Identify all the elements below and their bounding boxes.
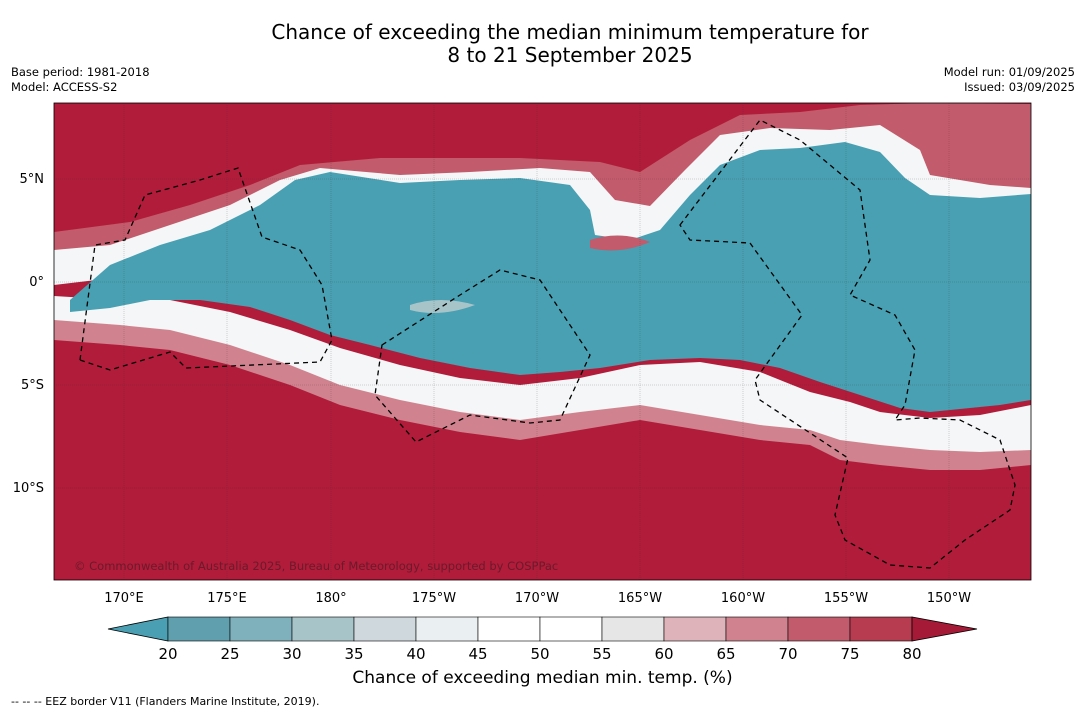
lat-label: 0°: [29, 275, 44, 290]
colorbar-segment: [229, 616, 293, 642]
cool-tongue: [70, 142, 1031, 412]
eez-footnote: -- -- -- EEZ border V11 (Flanders Marine…: [11, 695, 320, 708]
model-name: Model: ACCESS-S2: [11, 80, 118, 94]
lat-label: 5°S: [21, 378, 44, 393]
colorbar-tick-label: 70: [778, 645, 797, 663]
colorbar-tick-label: 60: [654, 645, 673, 663]
lon-label: 170°E: [104, 591, 144, 606]
colorbar-segment: [477, 616, 541, 642]
colorbar-tick-label: 65: [716, 645, 735, 663]
north-warm-islet: [590, 235, 650, 251]
colorbar-segment: [787, 616, 851, 642]
colorbar-tick-label: 75: [840, 645, 859, 663]
south-white-band: [54, 296, 1031, 452]
model-run: Model run: 01/09/2025: [943, 65, 1075, 79]
colorbar-tick-label: 50: [530, 645, 549, 663]
lat-label: 10°S: [13, 481, 44, 496]
colorbar-title: Chance of exceeding median min. temp. (%…: [352, 668, 733, 688]
title-line-2: 8 to 21 September 2025: [447, 43, 693, 67]
metadata-left: Base period: 1981-2018 Model: ACCESS-S2: [11, 65, 150, 95]
base-period: Base period: 1981-2018: [11, 65, 150, 79]
lon-label: 180°: [315, 591, 346, 606]
colorbar-over-arrow: [911, 616, 978, 642]
equatorial-pale-patch: [410, 300, 475, 314]
colorbar-tick-label: 25: [220, 645, 239, 663]
lon-axis-labels: 170°E 175°E 180° 175°W 170°W 165°W 160°W…: [104, 591, 971, 606]
colorbar-segment: [167, 616, 231, 642]
lat-label: 5°N: [20, 172, 45, 187]
colorbar-segment: [725, 616, 789, 642]
colorbar-tick-label: 30: [282, 645, 301, 663]
metadata-right: Model run: 01/09/2025 Issued: 03/09/2025: [944, 65, 1075, 95]
colorbar-tick-label: 40: [406, 645, 425, 663]
colorbar-tick-label: 35: [344, 645, 363, 663]
colorbar-segment: [539, 616, 603, 642]
lon-label: 170°W: [515, 591, 559, 606]
lon-label: 150°W: [927, 591, 971, 606]
issued-date: Issued: 03/09/2025: [964, 80, 1075, 94]
lat-axis-labels: 5°N 0° 5°S 10°S: [13, 172, 44, 496]
lon-label: 175°W: [412, 591, 456, 606]
colorbar-segment: [663, 616, 727, 642]
lon-label: 160°W: [721, 591, 765, 606]
eez-borders: [79, 119, 1016, 569]
lon-label: 165°W: [618, 591, 662, 606]
gridlines: [54, 103, 1031, 580]
chart-title: Chance of exceeding the median minimum t…: [0, 21, 1085, 67]
colorbar-segment: [291, 616, 355, 642]
colorbar-tick-label: 20: [158, 645, 177, 663]
map-panel[interactable]: [54, 103, 1031, 580]
map-frame: [53, 102, 1032, 581]
colorbar: 20 25 30 35 40 45 50 55 60 65 70 75 80: [107, 616, 978, 663]
colorbar-tick-label: 45: [468, 645, 487, 663]
colorbar-segment: [849, 616, 913, 642]
colorbar-tick-label: 55: [592, 645, 611, 663]
lon-label: 175°E: [207, 591, 247, 606]
title-line-1: Chance of exceeding the median minimum t…: [271, 20, 869, 44]
lon-label: 155°W: [824, 591, 868, 606]
colorbar-segment: [415, 616, 479, 642]
colorbar-tick-label: 80: [902, 645, 921, 663]
colorbar-segment: [601, 616, 665, 642]
colorbar-under-arrow: [107, 616, 169, 642]
copyright-notice: © Commonwealth of Australia 2025, Bureau…: [74, 559, 558, 573]
colorbar-segment: [353, 616, 417, 642]
